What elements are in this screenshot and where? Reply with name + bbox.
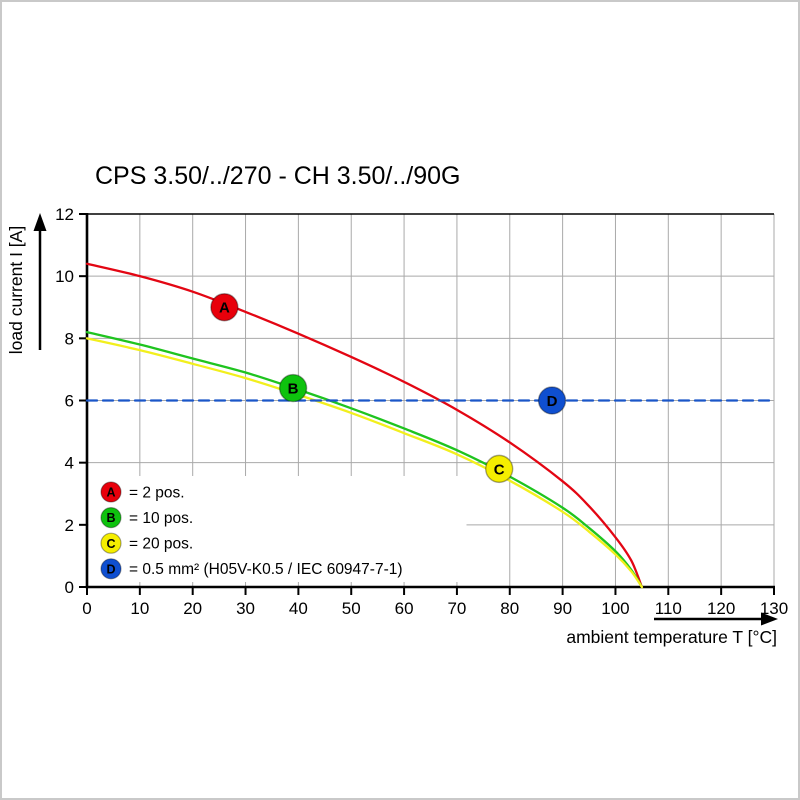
y-axis-label: load current I [A]: [6, 226, 26, 354]
x-tick-label: 90: [553, 599, 572, 618]
legend-background: [88, 476, 467, 582]
legend-swatch-letter: A: [106, 486, 115, 500]
legend-label-D: = 0.5 mm² (H05V-K0.5 / IEC 60947-7-1): [129, 561, 403, 578]
x-tick-label: 80: [500, 599, 519, 618]
curve-marker-C: [485, 454, 514, 484]
curve-marker-letter: A: [219, 300, 230, 317]
curve-marker-B: [278, 373, 308, 403]
y-tick-label: 12: [55, 205, 74, 224]
x-tick-label: 130: [760, 599, 788, 618]
legend-swatch-C: [100, 532, 122, 554]
chart-title: CPS 3.50/../270 - CH 3.50/../90G: [95, 162, 460, 190]
y-tick-label: 10: [55, 267, 74, 286]
x-tick-label: 40: [289, 599, 308, 618]
x-tick-label: 0: [82, 599, 91, 618]
legend-swatch-D: [100, 558, 122, 580]
curve-marker-letter: D: [547, 393, 558, 410]
data-curves: [85, 262, 776, 589]
x-tick-label: 120: [707, 599, 735, 618]
legend: A = 2 pos. B = 10 pos. C = 20 pos. D = 0.5 mm² …: [88, 476, 467, 582]
curve-markers: A B C D: [210, 293, 567, 484]
y-tick-label: 8: [65, 329, 74, 348]
legend-swatch-B: [100, 506, 122, 529]
legend-swatch-A: [100, 481, 122, 503]
x-axis-label: ambient temperature T [°C]: [566, 627, 777, 647]
curve-marker-A: [210, 293, 239, 322]
legend-swatch-letter: B: [106, 511, 115, 525]
y-tick-label: 4: [65, 454, 74, 473]
y-axis-label-group: load current I [A]: [6, 213, 47, 354]
x-axis-arrow-icon: [761, 612, 778, 626]
x-tick-label: 10: [130, 599, 149, 618]
x-tick-label: 70: [447, 599, 466, 618]
legend-swatch-letter: D: [106, 562, 115, 576]
legend-swatch-letter: C: [106, 537, 115, 551]
x-tick-label: 50: [342, 599, 361, 618]
legend-label-C: = 20 pos.: [129, 536, 193, 553]
curve-A: [85, 262, 644, 589]
legend-label-B: = 10 pos.: [129, 510, 193, 527]
x-tick-label: 30: [236, 599, 255, 618]
y-tick-label: 0: [65, 578, 74, 597]
x-tick-label: 60: [395, 599, 414, 618]
x-tick-label: 20: [183, 599, 202, 618]
x-tick-label: 110: [655, 599, 682, 618]
tick-labels: 0 10 20 30 40 50 60 70 80 90 100 110 120 130 0 2 4 6 8 10 12: [55, 205, 788, 618]
y-axis-arrow-icon: [33, 213, 47, 231]
curve-B: [85, 330, 644, 589]
curve-marker-letter: B: [288, 380, 299, 397]
curve-marker-D: [537, 386, 567, 415]
x-tick-label: 100: [601, 599, 629, 618]
legend-label-A: = 2 pos.: [129, 484, 185, 501]
curve-C: [85, 337, 644, 589]
x-axis-label-group: ambient temperature T [°C]: [566, 612, 778, 647]
curve-marker-letter: C: [494, 461, 505, 478]
y-tick-label: 2: [65, 516, 74, 535]
y-tick-label: 6: [65, 392, 74, 411]
